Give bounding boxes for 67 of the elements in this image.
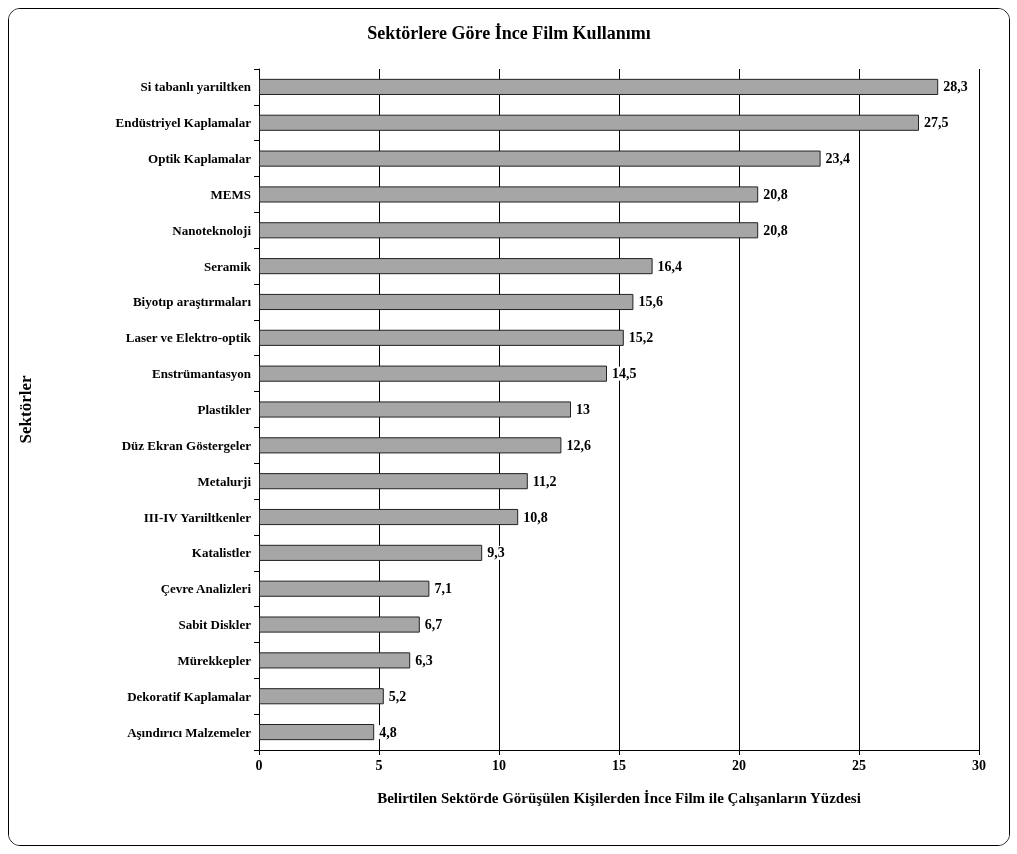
y-tick-label: Optik Kaplamalar	[148, 151, 252, 167]
x-tick-label: 0	[255, 757, 263, 773]
bar	[259, 616, 420, 633]
bar	[259, 258, 653, 275]
bar	[259, 114, 919, 131]
y-tick-label: Endüstriyel Kaplamalar	[115, 115, 252, 131]
data-label: 5,2	[388, 688, 407, 704]
y-tick-label: Metalurji	[197, 473, 252, 489]
y-tick-label: Nanoteknoloji	[172, 222, 252, 238]
bar	[259, 724, 375, 741]
bar	[259, 365, 607, 382]
data-label: 28,3	[943, 79, 968, 95]
data-label: 9,3	[487, 545, 505, 561]
data-label: 10,8	[523, 509, 548, 525]
data-label: 23,4	[825, 151, 851, 167]
y-tick-label: III-IV Yarıiltkenler	[143, 509, 252, 525]
x-tick-label: 15	[612, 757, 626, 773]
bar	[259, 329, 624, 346]
bar	[259, 222, 759, 239]
y-tick-label: Düz Ekran Göstergeler	[121, 437, 252, 453]
data-label: 15,6	[638, 294, 663, 310]
data-label: 6,3	[415, 652, 433, 668]
y-tick-label: Seramik	[204, 258, 252, 274]
bar	[259, 688, 384, 705]
x-tick-label: 10	[492, 757, 506, 773]
y-tick-label: Biyotıp araştırmaları	[132, 294, 252, 310]
bar	[259, 508, 519, 526]
bar	[259, 652, 411, 669]
data-label: 13	[576, 402, 590, 417]
y-tick-label: Aşındırıcı Malzemeler	[127, 724, 252, 740]
y-tick-label: Laser ve Elektro-optik	[125, 330, 252, 346]
bar	[259, 437, 562, 454]
bar	[259, 186, 759, 203]
data-label: 20,8	[763, 186, 788, 202]
bar	[259, 473, 528, 490]
data-label: 6,7	[424, 617, 443, 633]
x-axis-title: Belirtilen Sektörde Görüşülen Kişilerden İnce Film ile Çalışanların Yüzdesi	[377, 789, 861, 806]
y-tick-label: Katalistler	[191, 545, 252, 561]
y-axis-title: Sektörler	[16, 375, 35, 444]
x-tick-label: 30	[972, 757, 986, 773]
data-label: 4,8	[379, 724, 397, 740]
y-tick-label: Çevre Analizleri	[160, 581, 252, 597]
bar	[259, 580, 430, 597]
data-label: 27,5	[924, 115, 949, 131]
y-tick-label: Plastikler	[197, 402, 252, 417]
y-tick-label: Mürekkepler	[177, 652, 252, 668]
y-tick-label: Si tabanlı yarıiltken	[140, 79, 252, 95]
x-tick-label: 20	[732, 757, 746, 773]
bar	[259, 401, 571, 418]
y-tick-label: Sabit Diskler	[178, 617, 252, 633]
y-tick-label: Dekoratif Kaplamalar	[127, 688, 252, 704]
y-tick-label: MEMS	[210, 186, 251, 202]
bar	[259, 78, 939, 95]
data-label: 7,1	[434, 581, 452, 597]
x-tick-label: 5	[375, 757, 383, 773]
y-tick-label: Enstrümantasyon	[152, 366, 252, 382]
bar	[259, 544, 483, 561]
x-tick-label: 25	[852, 757, 866, 773]
data-label: 16,4	[657, 258, 683, 274]
data-label: 20,8	[763, 222, 788, 238]
data-label: 12,6	[566, 437, 591, 453]
data-label: 15,2	[628, 330, 654, 346]
bar	[259, 293, 634, 311]
bar	[259, 150, 821, 167]
data-label: 14,5	[612, 366, 637, 382]
chart-title: Sektörlere Göre İnce Film Kullanımı	[367, 23, 651, 43]
data-label: 11,2	[532, 473, 557, 489]
